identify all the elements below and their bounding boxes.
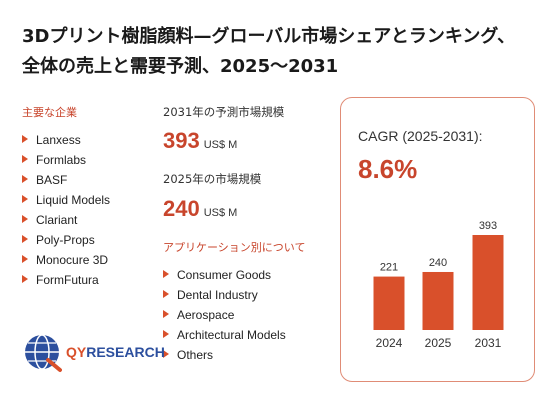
- application-label: Aerospace: [177, 308, 235, 322]
- forecast-label: 2031年の予測市場規模: [163, 105, 285, 119]
- application-label: Dental Industry: [177, 288, 258, 302]
- bar-value-label: 393: [479, 220, 497, 232]
- companies-list: Lanxess Formlabs BASF Liquid Models Clariant…: [22, 130, 110, 290]
- x-tick-label: 2024: [376, 336, 403, 350]
- application-item: Others: [163, 345, 286, 365]
- company-item: BASF: [22, 170, 110, 190]
- forecast-value: 393 US$ M: [163, 128, 237, 154]
- logo-text-rest: RESEARCH: [86, 344, 165, 360]
- cagr-panel: CAGR (2025-2031): 8.6% 221 2024 240 2025 393…: [340, 97, 535, 382]
- bullet-icon: [22, 275, 28, 283]
- current-label: 2025年の市場規模: [163, 172, 262, 186]
- bullet-icon: [163, 310, 169, 318]
- globe-logo-icon: [25, 334, 62, 372]
- company-label: FormFutura: [36, 273, 99, 287]
- company-label: BASF: [36, 173, 68, 187]
- application-label: Architectural Models: [177, 328, 286, 342]
- bullet-icon: [163, 330, 169, 338]
- bullet-icon: [22, 155, 28, 163]
- company-item: Liquid Models: [22, 190, 110, 210]
- company-label: Formlabs: [36, 153, 87, 167]
- bar-2025: [422, 271, 454, 330]
- bullet-icon: [163, 270, 169, 278]
- bar-2024: [373, 276, 405, 330]
- application-label: Others: [177, 348, 214, 362]
- bullet-icon: [22, 255, 28, 263]
- company-label: Clariant: [36, 213, 78, 227]
- application-item: Aerospace: [163, 305, 286, 325]
- company-label: Liquid Models: [36, 193, 111, 207]
- bar-2031: [472, 235, 504, 330]
- company-item: Lanxess: [22, 130, 110, 150]
- bar-value-label: 240: [429, 257, 447, 269]
- bullet-icon: [22, 215, 28, 223]
- application-label: Consumer Goods: [177, 268, 272, 282]
- cagr-label: CAGR (2025-2031):: [358, 128, 483, 144]
- x-tick-label: 2031: [475, 336, 502, 350]
- company-label: Lanxess: [36, 133, 81, 147]
- current-value: 240 US$ M: [163, 196, 237, 222]
- current-number: 240: [163, 196, 200, 221]
- qyresearch-logo: QYRESEARCH: [22, 330, 172, 374]
- forecast-unit: US$ M: [203, 139, 238, 151]
- bar-value-label: 221: [380, 262, 398, 274]
- application-item: Architectural Models: [163, 325, 286, 345]
- page-title: 3Dプリント樹脂顔料—グローバル市場シェアとランキング、全体の売上と需要予測、2…: [22, 26, 516, 77]
- cagr-value: 8.6%: [358, 154, 418, 184]
- bullet-icon: [22, 175, 28, 183]
- bullet-icon: [22, 195, 28, 203]
- company-label: Monocure 3D: [36, 253, 109, 267]
- applications-label: アプリケーション別について: [163, 241, 306, 254]
- companies-label: 主要な企業: [22, 106, 77, 119]
- bullet-icon: [22, 235, 28, 243]
- company-item: Clariant: [22, 210, 110, 230]
- logo-text: QYRESEARCH: [66, 344, 165, 360]
- company-item: FormFutura: [22, 270, 110, 290]
- x-tick-label: 2025: [425, 336, 452, 350]
- company-item: Monocure 3D: [22, 250, 110, 270]
- company-item: Formlabs: [22, 150, 110, 170]
- current-unit: US$ M: [203, 207, 238, 219]
- company-label: Poly-Props: [36, 233, 95, 247]
- bullet-icon: [163, 350, 169, 358]
- company-item: Poly-Props: [22, 230, 110, 250]
- bar-chart: 221 2024 240 2025 393 2031: [373, 220, 504, 350]
- application-item: Consumer Goods: [163, 265, 286, 285]
- application-item: Dental Industry: [163, 285, 286, 305]
- bullet-icon: [22, 135, 28, 143]
- bullet-icon: [163, 290, 169, 298]
- applications-list: Consumer Goods Dental Industry Aerospace Ar…: [163, 265, 286, 365]
- logo-text-accent: QY: [66, 344, 87, 360]
- forecast-number: 393: [163, 128, 200, 153]
